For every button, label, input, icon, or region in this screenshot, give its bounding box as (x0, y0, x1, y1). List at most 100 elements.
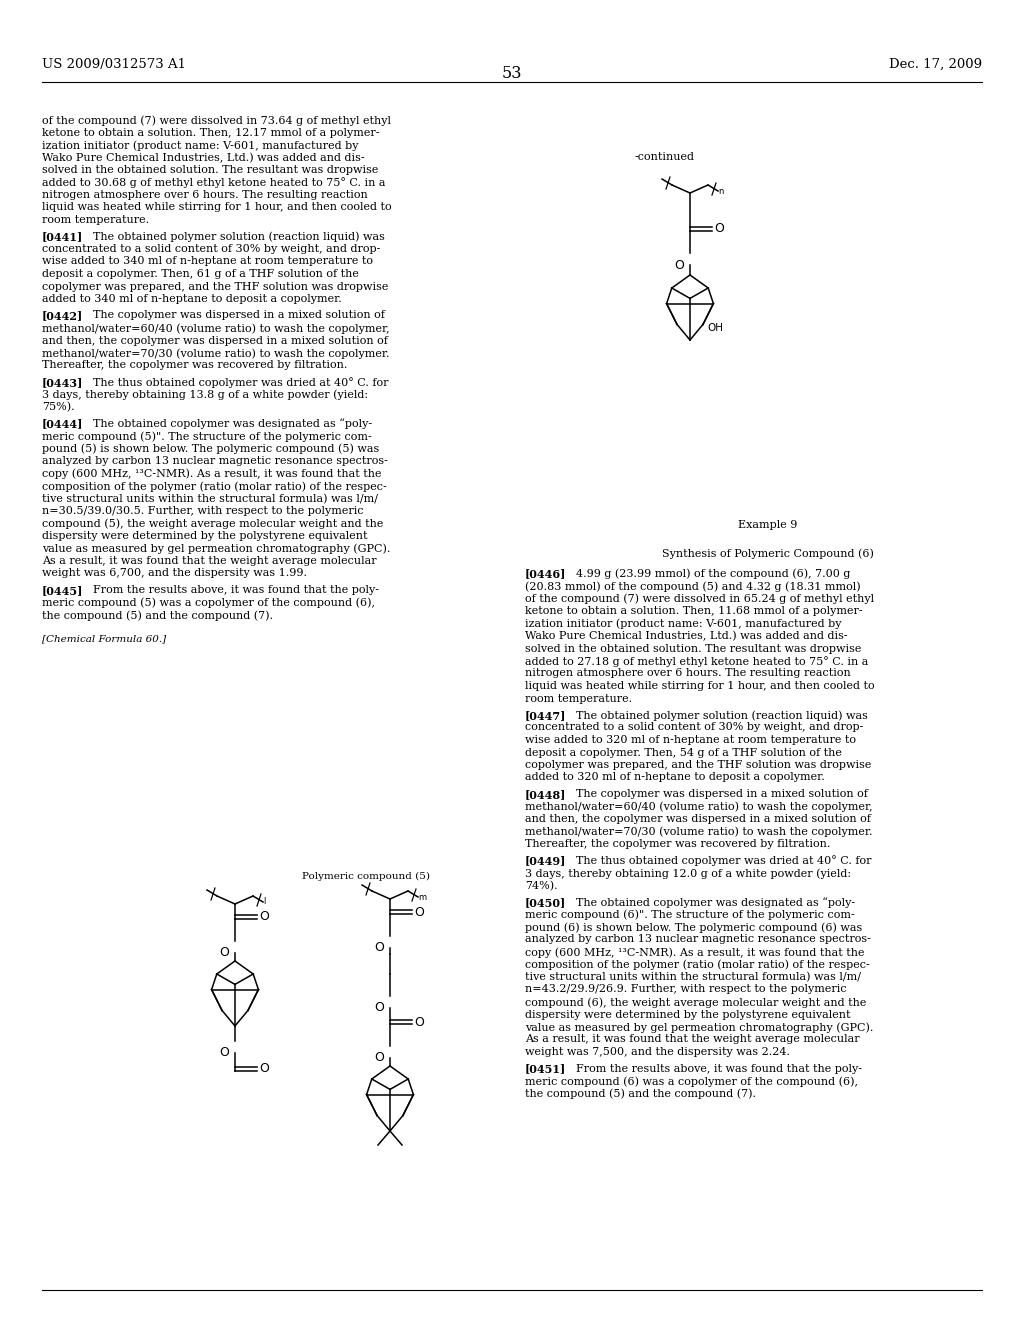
Text: From the results above, it was found that the poly-: From the results above, it was found tha… (79, 585, 379, 595)
Text: From the results above, it was found that the poly-: From the results above, it was found tha… (562, 1064, 862, 1073)
Text: pound (5) is shown below. The polymeric compound (5) was: pound (5) is shown below. The polymeric … (42, 444, 379, 454)
Text: the compound (5) and the compound (7).: the compound (5) and the compound (7). (525, 1089, 756, 1100)
Text: 4.99 g (23.99 mmol) of the compound (6), 7.00 g: 4.99 g (23.99 mmol) of the compound (6),… (562, 569, 850, 579)
Text: [Chemical Formula 60.]: [Chemical Formula 60.] (42, 635, 166, 644)
Text: weight was 7,500, and the dispersity was 2.24.: weight was 7,500, and the dispersity was… (525, 1047, 790, 1057)
Text: O: O (374, 1051, 384, 1064)
Text: Wako Pure Chemical Industries, Ltd.) was added and dis-: Wako Pure Chemical Industries, Ltd.) was… (42, 153, 365, 162)
Text: copolymer was prepared, and the THF solution was dropwise: copolymer was prepared, and the THF solu… (525, 760, 871, 770)
Text: The obtained copolymer was designated as “poly-: The obtained copolymer was designated as… (562, 898, 855, 908)
Text: n: n (718, 186, 723, 195)
Text: As a result, it was found that the weight average molecular: As a result, it was found that the weigh… (42, 556, 377, 566)
Text: ization initiator (product name: V-601, manufactured by: ization initiator (product name: V-601, … (42, 140, 358, 150)
Text: [0450]: [0450] (525, 898, 566, 908)
Text: O: O (374, 1001, 384, 1014)
Text: O: O (714, 223, 724, 235)
Text: analyzed by carbon 13 nuclear magnetic resonance spectros-: analyzed by carbon 13 nuclear magnetic r… (525, 935, 870, 945)
Text: [0445]: [0445] (42, 585, 83, 597)
Text: n=43.2/29.9/26.9. Further, with respect to the polymeric: n=43.2/29.9/26.9. Further, with respect … (525, 985, 847, 994)
Text: Dec. 17, 2009: Dec. 17, 2009 (889, 58, 982, 71)
Text: nitrogen atmosphere over 6 hours. The resulting reaction: nitrogen atmosphere over 6 hours. The re… (42, 190, 368, 201)
Text: m: m (418, 892, 426, 902)
Text: Polymeric compound (5): Polymeric compound (5) (302, 873, 430, 882)
Text: and then, the copolymer was dispersed in a mixed solution of: and then, the copolymer was dispersed in… (42, 335, 388, 346)
Text: tive structural units within the structural formula) was l/m/: tive structural units within the structu… (525, 972, 861, 982)
Text: [0443]: [0443] (42, 378, 83, 388)
Text: wise added to 320 ml of n-heptane at room temperature to: wise added to 320 ml of n-heptane at roo… (525, 735, 856, 744)
Text: [0446]: [0446] (525, 569, 566, 579)
Text: analyzed by carbon 13 nuclear magnetic resonance spectros-: analyzed by carbon 13 nuclear magnetic r… (42, 455, 388, 466)
Text: pound (6) is shown below. The polymeric compound (6) was: pound (6) is shown below. The polymeric … (525, 921, 862, 932)
Text: liquid was heated while stirring for 1 hour, and then cooled to: liquid was heated while stirring for 1 h… (525, 681, 874, 690)
Text: [0441]: [0441] (42, 231, 83, 243)
Text: 75%).: 75%). (42, 403, 75, 412)
Text: added to 340 ml of n-heptane to deposit a copolymer.: added to 340 ml of n-heptane to deposit … (42, 294, 342, 304)
Text: meric compound (5) was a copolymer of the compound (6),: meric compound (5) was a copolymer of th… (42, 598, 375, 609)
Text: deposit a copolymer. Then, 61 g of a THF solution of the: deposit a copolymer. Then, 61 g of a THF… (42, 269, 358, 279)
Text: O: O (674, 259, 684, 272)
Text: added to 320 ml of n-heptane to deposit a copolymer.: added to 320 ml of n-heptane to deposit … (525, 772, 824, 783)
Text: the compound (5) and the compound (7).: the compound (5) and the compound (7). (42, 610, 273, 620)
Text: Thereafter, the copolymer was recovered by filtration.: Thereafter, the copolymer was recovered … (525, 840, 830, 849)
Text: room temperature.: room temperature. (525, 693, 632, 704)
Text: of the compound (7) were dissolved in 65.24 g of methyl ethyl: of the compound (7) were dissolved in 65… (525, 594, 874, 605)
Text: 3 days, thereby obtaining 12.0 g of a white powder (yield:: 3 days, thereby obtaining 12.0 g of a wh… (525, 869, 851, 879)
Text: The obtained polymer solution (reaction liquid) was: The obtained polymer solution (reaction … (79, 231, 385, 242)
Text: The copolymer was dispersed in a mixed solution of: The copolymer was dispersed in a mixed s… (79, 310, 385, 321)
Text: [0442]: [0442] (42, 310, 83, 322)
Text: O: O (414, 1015, 424, 1028)
Text: [0444]: [0444] (42, 418, 83, 429)
Text: 53: 53 (502, 65, 522, 82)
Text: methanol/water=70/30 (volume ratio) to wash the copolymer.: methanol/water=70/30 (volume ratio) to w… (42, 348, 389, 359)
Text: The obtained polymer solution (reaction liquid) was: The obtained polymer solution (reaction … (562, 710, 868, 721)
Text: wise added to 340 ml of n-heptane at room temperature to: wise added to 340 ml of n-heptane at roo… (42, 256, 373, 267)
Text: meric compound (5)". The structure of the polymeric com-: meric compound (5)". The structure of th… (42, 432, 372, 442)
Text: [0448]: [0448] (525, 789, 566, 800)
Text: composition of the polymer (ratio (molar ratio) of the respec-: composition of the polymer (ratio (molar… (42, 480, 387, 491)
Text: The obtained copolymer was designated as “poly-: The obtained copolymer was designated as… (79, 418, 372, 429)
Text: liquid was heated while stirring for 1 hour, and then cooled to: liquid was heated while stirring for 1 h… (42, 202, 391, 213)
Text: O: O (414, 906, 424, 919)
Text: 74%).: 74%). (525, 880, 558, 891)
Text: of the compound (7) were dissolved in 73.64 g of methyl ethyl: of the compound (7) were dissolved in 73… (42, 115, 391, 125)
Text: O: O (259, 1063, 269, 1076)
Text: dispersity were determined by the polystyrene equivalent: dispersity were determined by the polyst… (42, 531, 368, 541)
Text: The copolymer was dispersed in a mixed solution of: The copolymer was dispersed in a mixed s… (562, 789, 868, 799)
Text: dispersity were determined by the polystyrene equivalent: dispersity were determined by the polyst… (525, 1010, 851, 1019)
Text: concentrated to a solid content of 30% by weight, and drop-: concentrated to a solid content of 30% b… (42, 244, 380, 253)
Text: concentrated to a solid content of 30% by weight, and drop-: concentrated to a solid content of 30% b… (525, 722, 863, 733)
Text: Example 9: Example 9 (738, 520, 798, 531)
Text: nitrogen atmosphere over 6 hours. The resulting reaction: nitrogen atmosphere over 6 hours. The re… (525, 668, 851, 678)
Text: l: l (263, 898, 265, 907)
Text: compound (6), the weight average molecular weight and the: compound (6), the weight average molecul… (525, 997, 866, 1007)
Text: Synthesis of Polymeric Compound (6): Synthesis of Polymeric Compound (6) (663, 548, 873, 558)
Text: -continued: -continued (635, 152, 695, 162)
Text: added to 27.18 g of methyl ethyl ketone heated to 75° C. in a: added to 27.18 g of methyl ethyl ketone … (525, 656, 868, 667)
Text: [0451]: [0451] (525, 1064, 566, 1074)
Text: meric compound (6)". The structure of the polymeric com-: meric compound (6)". The structure of th… (525, 909, 855, 920)
Text: O: O (219, 1045, 229, 1059)
Text: deposit a copolymer. Then, 54 g of a THF solution of the: deposit a copolymer. Then, 54 g of a THF… (525, 747, 842, 758)
Text: copy (600 MHz, ¹³C-NMR). As a result, it was found that the: copy (600 MHz, ¹³C-NMR). As a result, it… (525, 946, 864, 957)
Text: Thereafter, the copolymer was recovered by filtration.: Thereafter, the copolymer was recovered … (42, 360, 347, 371)
Text: ization initiator (product name: V-601, manufactured by: ization initiator (product name: V-601, … (525, 619, 842, 630)
Text: [0447]: [0447] (525, 710, 566, 721)
Text: and then, the copolymer was dispersed in a mixed solution of: and then, the copolymer was dispersed in… (525, 814, 870, 824)
Text: O: O (219, 946, 229, 960)
Text: ketone to obtain a solution. Then, 12.17 mmol of a polymer-: ketone to obtain a solution. Then, 12.17… (42, 128, 380, 137)
Text: US 2009/0312573 A1: US 2009/0312573 A1 (42, 58, 186, 71)
Text: As a result, it was found that the weight average molecular: As a result, it was found that the weigh… (525, 1035, 859, 1044)
Text: solved in the obtained solution. The resultant was dropwise: solved in the obtained solution. The res… (42, 165, 379, 176)
Text: copy (600 MHz, ¹³C-NMR). As a result, it was found that the: copy (600 MHz, ¹³C-NMR). As a result, it… (42, 469, 382, 479)
Text: value as measured by gel permeation chromatography (GPC).: value as measured by gel permeation chro… (525, 1022, 873, 1032)
Text: meric compound (6) was a copolymer of the compound (6),: meric compound (6) was a copolymer of th… (525, 1076, 858, 1086)
Text: tive structural units within the structural formula) was l/m/: tive structural units within the structu… (42, 494, 378, 504)
Text: solved in the obtained solution. The resultant was dropwise: solved in the obtained solution. The res… (525, 644, 861, 653)
Text: methanol/water=70/30 (volume ratio) to wash the copolymer.: methanol/water=70/30 (volume ratio) to w… (525, 826, 872, 837)
Text: room temperature.: room temperature. (42, 215, 150, 224)
Text: O: O (374, 941, 384, 954)
Text: OH: OH (707, 323, 723, 334)
Text: The thus obtained copolymer was dried at 40° C. for: The thus obtained copolymer was dried at… (79, 378, 388, 388)
Text: methanol/water=60/40 (volume ratio) to wash the copolymer,: methanol/water=60/40 (volume ratio) to w… (525, 801, 872, 812)
Text: added to 30.68 g of methyl ethyl ketone heated to 75° C. in a: added to 30.68 g of methyl ethyl ketone … (42, 177, 385, 189)
